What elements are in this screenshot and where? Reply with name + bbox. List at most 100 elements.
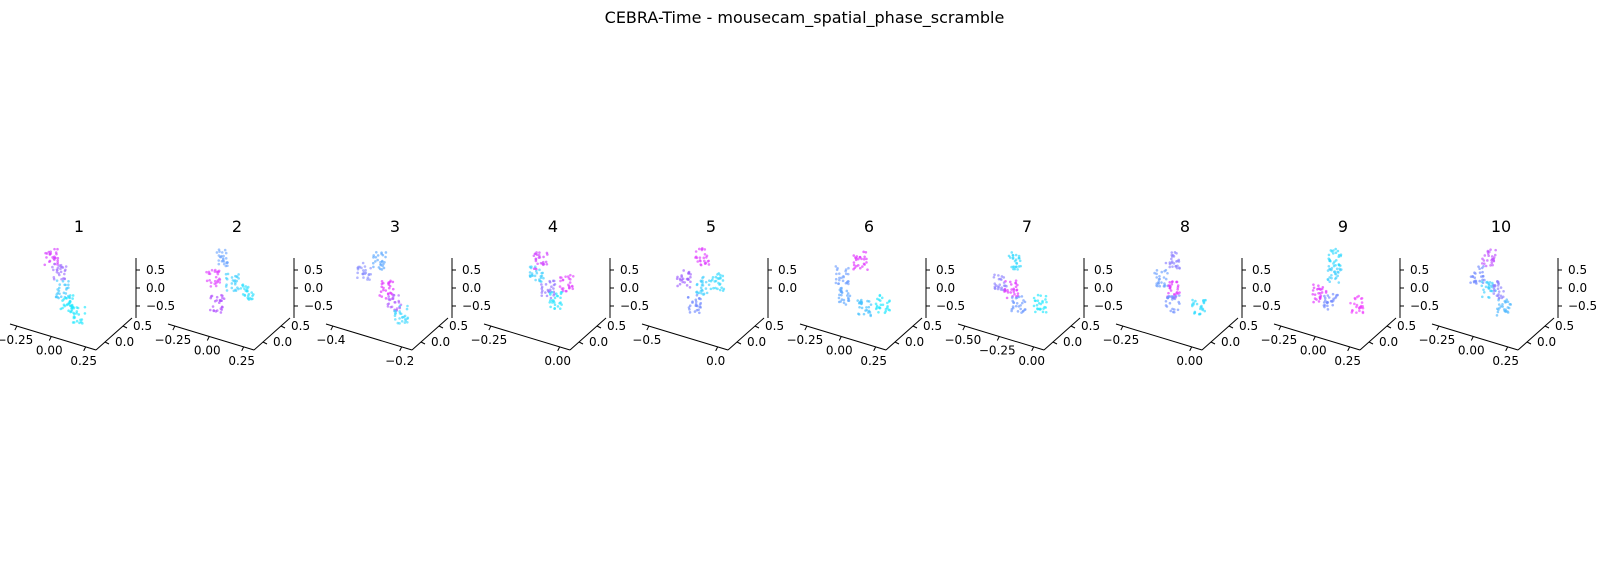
y-tick: [420, 341, 426, 345]
y-tick-label: 0.0: [747, 335, 766, 349]
data-point: [56, 256, 60, 260]
x-axis-line: [167, 323, 255, 351]
data-point: [220, 305, 224, 309]
data-point: [1350, 311, 1354, 314]
data-point: [698, 305, 702, 309]
data-point: [836, 266, 839, 270]
data-point: [1157, 278, 1161, 281]
data-point: [1489, 248, 1492, 251]
data-point: [224, 285, 228, 288]
data-point: [694, 302, 698, 306]
data-point: [1317, 291, 1320, 295]
x-axis-line: [1273, 323, 1361, 351]
data-point: [1506, 310, 1509, 313]
data-point: [372, 256, 375, 259]
data-point: [234, 289, 238, 293]
data-point: [379, 262, 382, 266]
data-point: [853, 266, 857, 270]
data-point: [1317, 300, 1321, 303]
data-point: [835, 272, 838, 276]
data-point: [1013, 265, 1016, 269]
data-point: [551, 299, 554, 302]
data-point: [844, 272, 848, 276]
data-point: [1336, 274, 1339, 278]
data-point: [1312, 286, 1316, 290]
data-point: [214, 284, 218, 288]
data-point: [1015, 302, 1019, 305]
data-point: [678, 282, 682, 286]
data-point: [564, 275, 567, 278]
data-point: [1014, 304, 1018, 308]
data-point: [712, 286, 715, 290]
data-point: [51, 265, 54, 269]
data-point: [208, 308, 212, 312]
subplot-2: 2 −0.250.00 0.25 0.5 0.0 0.5 0.0 −0.5: [154, 217, 333, 368]
data-point: [1168, 286, 1172, 290]
data-point: [846, 272, 850, 276]
data-point: [1168, 295, 1172, 298]
data-point: [1319, 288, 1322, 291]
data-point: [380, 279, 384, 283]
data-point: [993, 273, 996, 277]
data-point: [1311, 289, 1315, 292]
data-point: [1012, 290, 1016, 294]
data-point: [545, 294, 549, 298]
figure-title: CEBRA-Time - mousecam_spatial_phase_scra…: [604, 8, 1005, 27]
data-point: [1176, 288, 1179, 291]
z-tick-label: 0.5: [1094, 263, 1113, 277]
data-point: [1317, 284, 1320, 288]
data-point: [246, 294, 250, 297]
y-tick: [1052, 341, 1058, 345]
data-point: [380, 282, 384, 286]
data-point: [1158, 284, 1162, 288]
data-point: [1492, 259, 1496, 262]
data-point: [222, 262, 226, 266]
data-point: [1337, 271, 1340, 274]
data-point: [564, 289, 568, 293]
data-point: [59, 263, 63, 267]
data-point: [1176, 284, 1180, 287]
y-tick: [280, 325, 286, 329]
data-point: [841, 279, 845, 283]
data-point: [1503, 309, 1507, 313]
data-point: [1160, 270, 1164, 274]
data-point: [1032, 296, 1036, 300]
data-point: [856, 264, 860, 267]
data-point: [1023, 300, 1027, 304]
data-point: [387, 286, 391, 290]
data-point: [225, 277, 229, 281]
data-point: [1497, 293, 1500, 296]
data-point: [1170, 257, 1173, 261]
data-point: [230, 282, 234, 285]
data-point: [1033, 299, 1037, 302]
data-point: [226, 264, 229, 268]
x-axis-line: [1431, 323, 1519, 351]
data-point: [865, 257, 868, 261]
data-point: [696, 260, 700, 263]
data-point: [67, 286, 70, 290]
y-tick: [1544, 325, 1550, 329]
data-point: [862, 312, 866, 316]
data-point: [397, 301, 401, 304]
data-point: [1015, 288, 1019, 292]
data-point: [61, 279, 65, 283]
data-point: [847, 266, 850, 270]
data-point: [992, 275, 996, 279]
data-point: [1486, 250, 1490, 254]
data-point: [1492, 286, 1496, 289]
data-point: [221, 259, 225, 263]
data-point: [556, 294, 560, 298]
data-point: [1201, 308, 1204, 312]
data-point: [707, 259, 711, 263]
data-point: [1013, 267, 1017, 271]
data-point: [382, 262, 385, 266]
x-tick-label: 0.00: [36, 343, 63, 357]
data-point: [699, 263, 703, 267]
data-point: [1170, 261, 1174, 265]
data-point: [886, 301, 889, 305]
data-point: [368, 278, 371, 281]
data-point: [44, 251, 47, 255]
x-tick: [838, 336, 842, 341]
data-point: [1327, 264, 1331, 268]
